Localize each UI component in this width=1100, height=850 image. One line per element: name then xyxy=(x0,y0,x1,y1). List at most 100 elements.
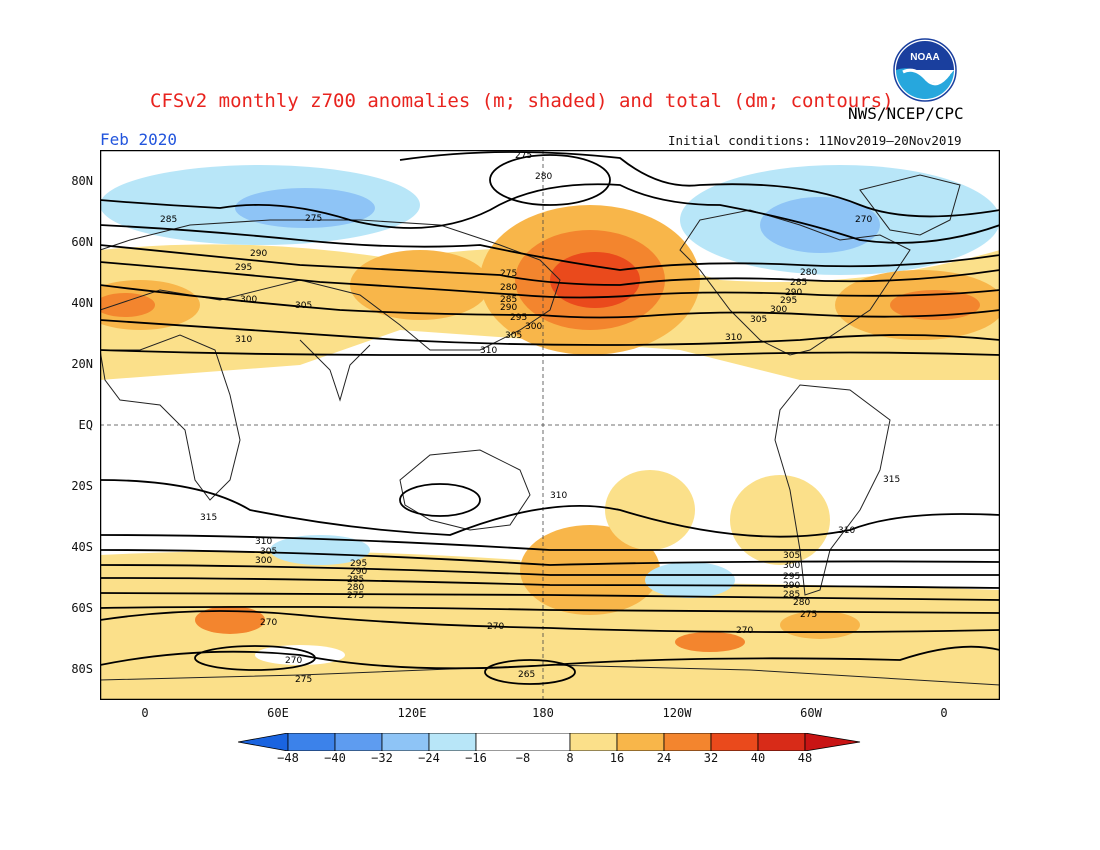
contour-label: 290 xyxy=(500,303,517,313)
lon-label: 60W xyxy=(800,706,822,720)
neg-anomaly-nw-core xyxy=(235,188,375,228)
colorbar-high-arrow xyxy=(804,733,861,751)
australia-coast xyxy=(399,449,531,531)
contour-label: 285 xyxy=(790,278,807,288)
lat-label: EQ xyxy=(78,418,93,432)
contour-label: 285 xyxy=(160,215,177,225)
lon-label: 120W xyxy=(662,706,692,720)
contour-label: 300 xyxy=(770,305,787,315)
contour-label: 270 xyxy=(855,215,872,225)
pos-anomaly-so-3 xyxy=(675,632,745,652)
map-frame xyxy=(100,150,1000,700)
neg-anomaly-sp xyxy=(645,562,735,598)
contour-label: 295 xyxy=(783,572,800,582)
contour-label: 305 xyxy=(260,547,277,557)
contour-label: 270 xyxy=(487,622,504,632)
noaa-logo: NOAA xyxy=(893,38,957,102)
map-title: CFSv2 monthly z700 anomalies (m; shaded)… xyxy=(150,90,894,112)
colorbar-bin xyxy=(757,733,806,751)
initial-conditions: Initial conditions: 11Nov2019–20Nov2019 xyxy=(668,133,962,148)
contour-label: 280 xyxy=(800,268,817,278)
noaa-logo-text: NOAA xyxy=(910,52,939,63)
pos-anomaly-so-1 xyxy=(195,606,265,634)
anomaly-band-south-mid xyxy=(100,551,530,595)
contour-label: 280 xyxy=(347,583,364,593)
contour-label: 290 xyxy=(250,249,267,259)
colorbar-tick: −16 xyxy=(465,751,487,765)
contour-label: 295 xyxy=(235,263,252,273)
agency-label: NWS/NCEP/CPC xyxy=(848,104,964,123)
contour-label: 280 xyxy=(500,283,517,293)
colorbar-bin xyxy=(381,733,430,751)
colorbar-tick: −32 xyxy=(371,751,393,765)
pos-anomaly-asia xyxy=(350,250,490,320)
contour-label: 275 xyxy=(800,610,817,620)
anomaly-shading xyxy=(100,165,1000,700)
pos-anomaly-so-2 xyxy=(780,611,860,639)
lon-label: 120E xyxy=(397,706,427,720)
contour-label: 300 xyxy=(255,556,272,566)
colorbar-tick: 48 xyxy=(797,751,813,765)
colorbar-tick: −8 xyxy=(515,751,531,765)
lat-label: 80S xyxy=(71,662,93,676)
pos-anomaly-pacific-core xyxy=(550,252,640,308)
contour-label: 300 xyxy=(525,322,542,332)
contour-label: 310 xyxy=(838,526,855,536)
lat-label: 40S xyxy=(71,540,93,554)
contour-label: 295 xyxy=(510,313,527,323)
contour-label: 315 xyxy=(200,513,217,523)
colorbar-tick: −24 xyxy=(418,751,440,765)
contour-label: 295 xyxy=(780,296,797,306)
contour-label: 305 xyxy=(505,331,522,341)
contour-label: 275 xyxy=(295,675,312,685)
colorbar-bin xyxy=(569,733,618,751)
contour-label: 285 xyxy=(347,575,364,585)
lat-label: 80N xyxy=(71,174,93,188)
lat-label: 20S xyxy=(71,479,93,493)
lat-label: 40N xyxy=(71,296,93,310)
contour-label: 290 xyxy=(350,567,367,577)
contour-label: 270 xyxy=(285,656,302,666)
pos-anomaly-sp-small xyxy=(605,470,695,550)
contour-label: 305 xyxy=(783,551,800,561)
pos-anomaly-sa xyxy=(730,475,830,565)
colorbar-tick: −48 xyxy=(277,751,299,765)
colorbar-tick: −40 xyxy=(324,751,346,765)
lon-label: 0 xyxy=(940,706,948,720)
contour-label: 305 xyxy=(295,301,312,311)
contour-labels: 275 280 285 290 295 300 305 310 315 275 … xyxy=(160,151,900,685)
contour-label: 310 xyxy=(235,335,252,345)
lat-label: 20N xyxy=(71,357,93,371)
contour-label: 310 xyxy=(550,491,567,501)
contour-label: 270 xyxy=(260,618,277,628)
contour-label: 310 xyxy=(725,333,742,343)
contour-label: 300 xyxy=(783,561,800,571)
colorbar-tick: 16 xyxy=(609,751,625,765)
contour-label: 265 xyxy=(518,670,535,680)
contour-label: 285 xyxy=(783,590,800,600)
india-coast xyxy=(299,339,371,402)
graticule xyxy=(100,150,1000,700)
contour-label: 310 xyxy=(480,346,497,356)
north-america-coast xyxy=(679,209,911,356)
contour-label: 295 xyxy=(350,559,367,569)
contour-label: 280 xyxy=(793,598,810,608)
contour-label: 275 xyxy=(305,214,322,224)
lon-label: 60E xyxy=(267,706,289,720)
contour-label: 300 xyxy=(240,295,257,305)
contour-label: 290 xyxy=(783,581,800,591)
contour-label: 310 xyxy=(255,537,272,547)
contour-label: 275 xyxy=(500,269,517,279)
colorbar-bin xyxy=(475,733,571,751)
south-america-coast xyxy=(774,384,891,596)
neg-anomaly-io xyxy=(270,535,370,565)
colorbar-bin xyxy=(428,733,477,751)
lat-label: 60N xyxy=(71,235,93,249)
pos-anomaly-atlantic-core xyxy=(890,290,980,320)
colorbar-bin xyxy=(663,733,712,751)
colorbar-tick: 24 xyxy=(656,751,672,765)
contour-label: 275 xyxy=(515,151,532,161)
colorbar-bin xyxy=(710,733,759,751)
valid-month: Feb 2020 xyxy=(100,130,178,149)
lat-label: 60S xyxy=(71,601,93,615)
